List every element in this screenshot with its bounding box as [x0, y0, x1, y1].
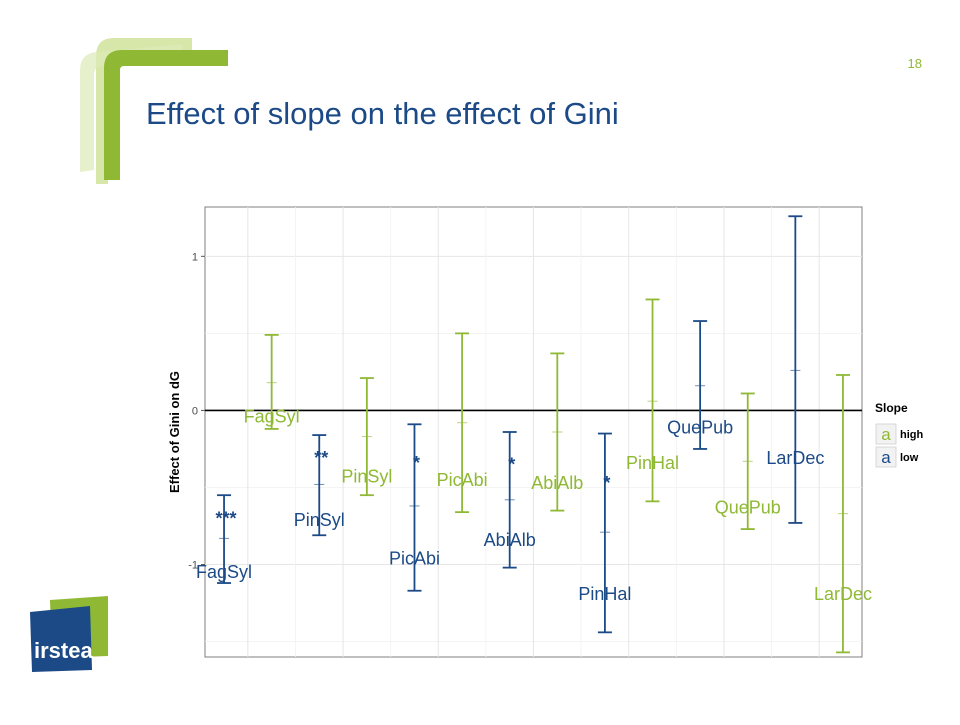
- irstea-logo: irstea: [30, 596, 108, 672]
- y-axis-label: Effect of Gini on dG: [167, 371, 182, 493]
- species-label-low: PicAbi: [389, 548, 440, 568]
- species-label-high: PicAbi: [437, 470, 488, 490]
- species-label-high: QuePub: [715, 498, 781, 518]
- species-label-high: PinSyl: [341, 467, 392, 487]
- y-tick-label: 1: [192, 251, 198, 263]
- legend-key-high: [875, 423, 897, 445]
- slide-title: Effect of slope on the effect of Gini: [146, 96, 619, 131]
- species-label-low: PinHal: [578, 584, 631, 604]
- legend-label-high: high: [900, 429, 923, 441]
- legend-glyph: a: [881, 448, 891, 467]
- significance-stars: *: [603, 473, 610, 493]
- species-label-high: FagSyl: [244, 407, 300, 427]
- species-label-high: AbiAlb: [531, 473, 583, 493]
- legend-label-low: low: [900, 452, 919, 464]
- y-tick-label: -1: [188, 560, 198, 572]
- species-label-high: LarDec: [814, 584, 872, 604]
- species-label-low: LarDec: [766, 448, 824, 468]
- significance-stars: *: [413, 453, 420, 473]
- species-label-low: QuePub: [667, 417, 733, 437]
- slide-number: 18: [907, 56, 922, 71]
- species-label-low: AbiAlb: [484, 530, 536, 550]
- y-tick-label: 0: [192, 405, 198, 417]
- species-label-low: PinSyl: [294, 510, 345, 530]
- logo-text: irstea: [34, 638, 93, 663]
- species-label-high: PinHal: [626, 453, 679, 473]
- significance-stars: *: [508, 454, 515, 474]
- legend-glyph: a: [881, 425, 891, 444]
- significance-stars: ***: [216, 508, 237, 528]
- corner-decoration: [80, 38, 228, 184]
- legend-key-low: [875, 446, 897, 468]
- significance-stars: **: [314, 448, 328, 468]
- species-label-low: FagSyl: [196, 562, 252, 582]
- legend-title: Slope: [875, 401, 908, 415]
